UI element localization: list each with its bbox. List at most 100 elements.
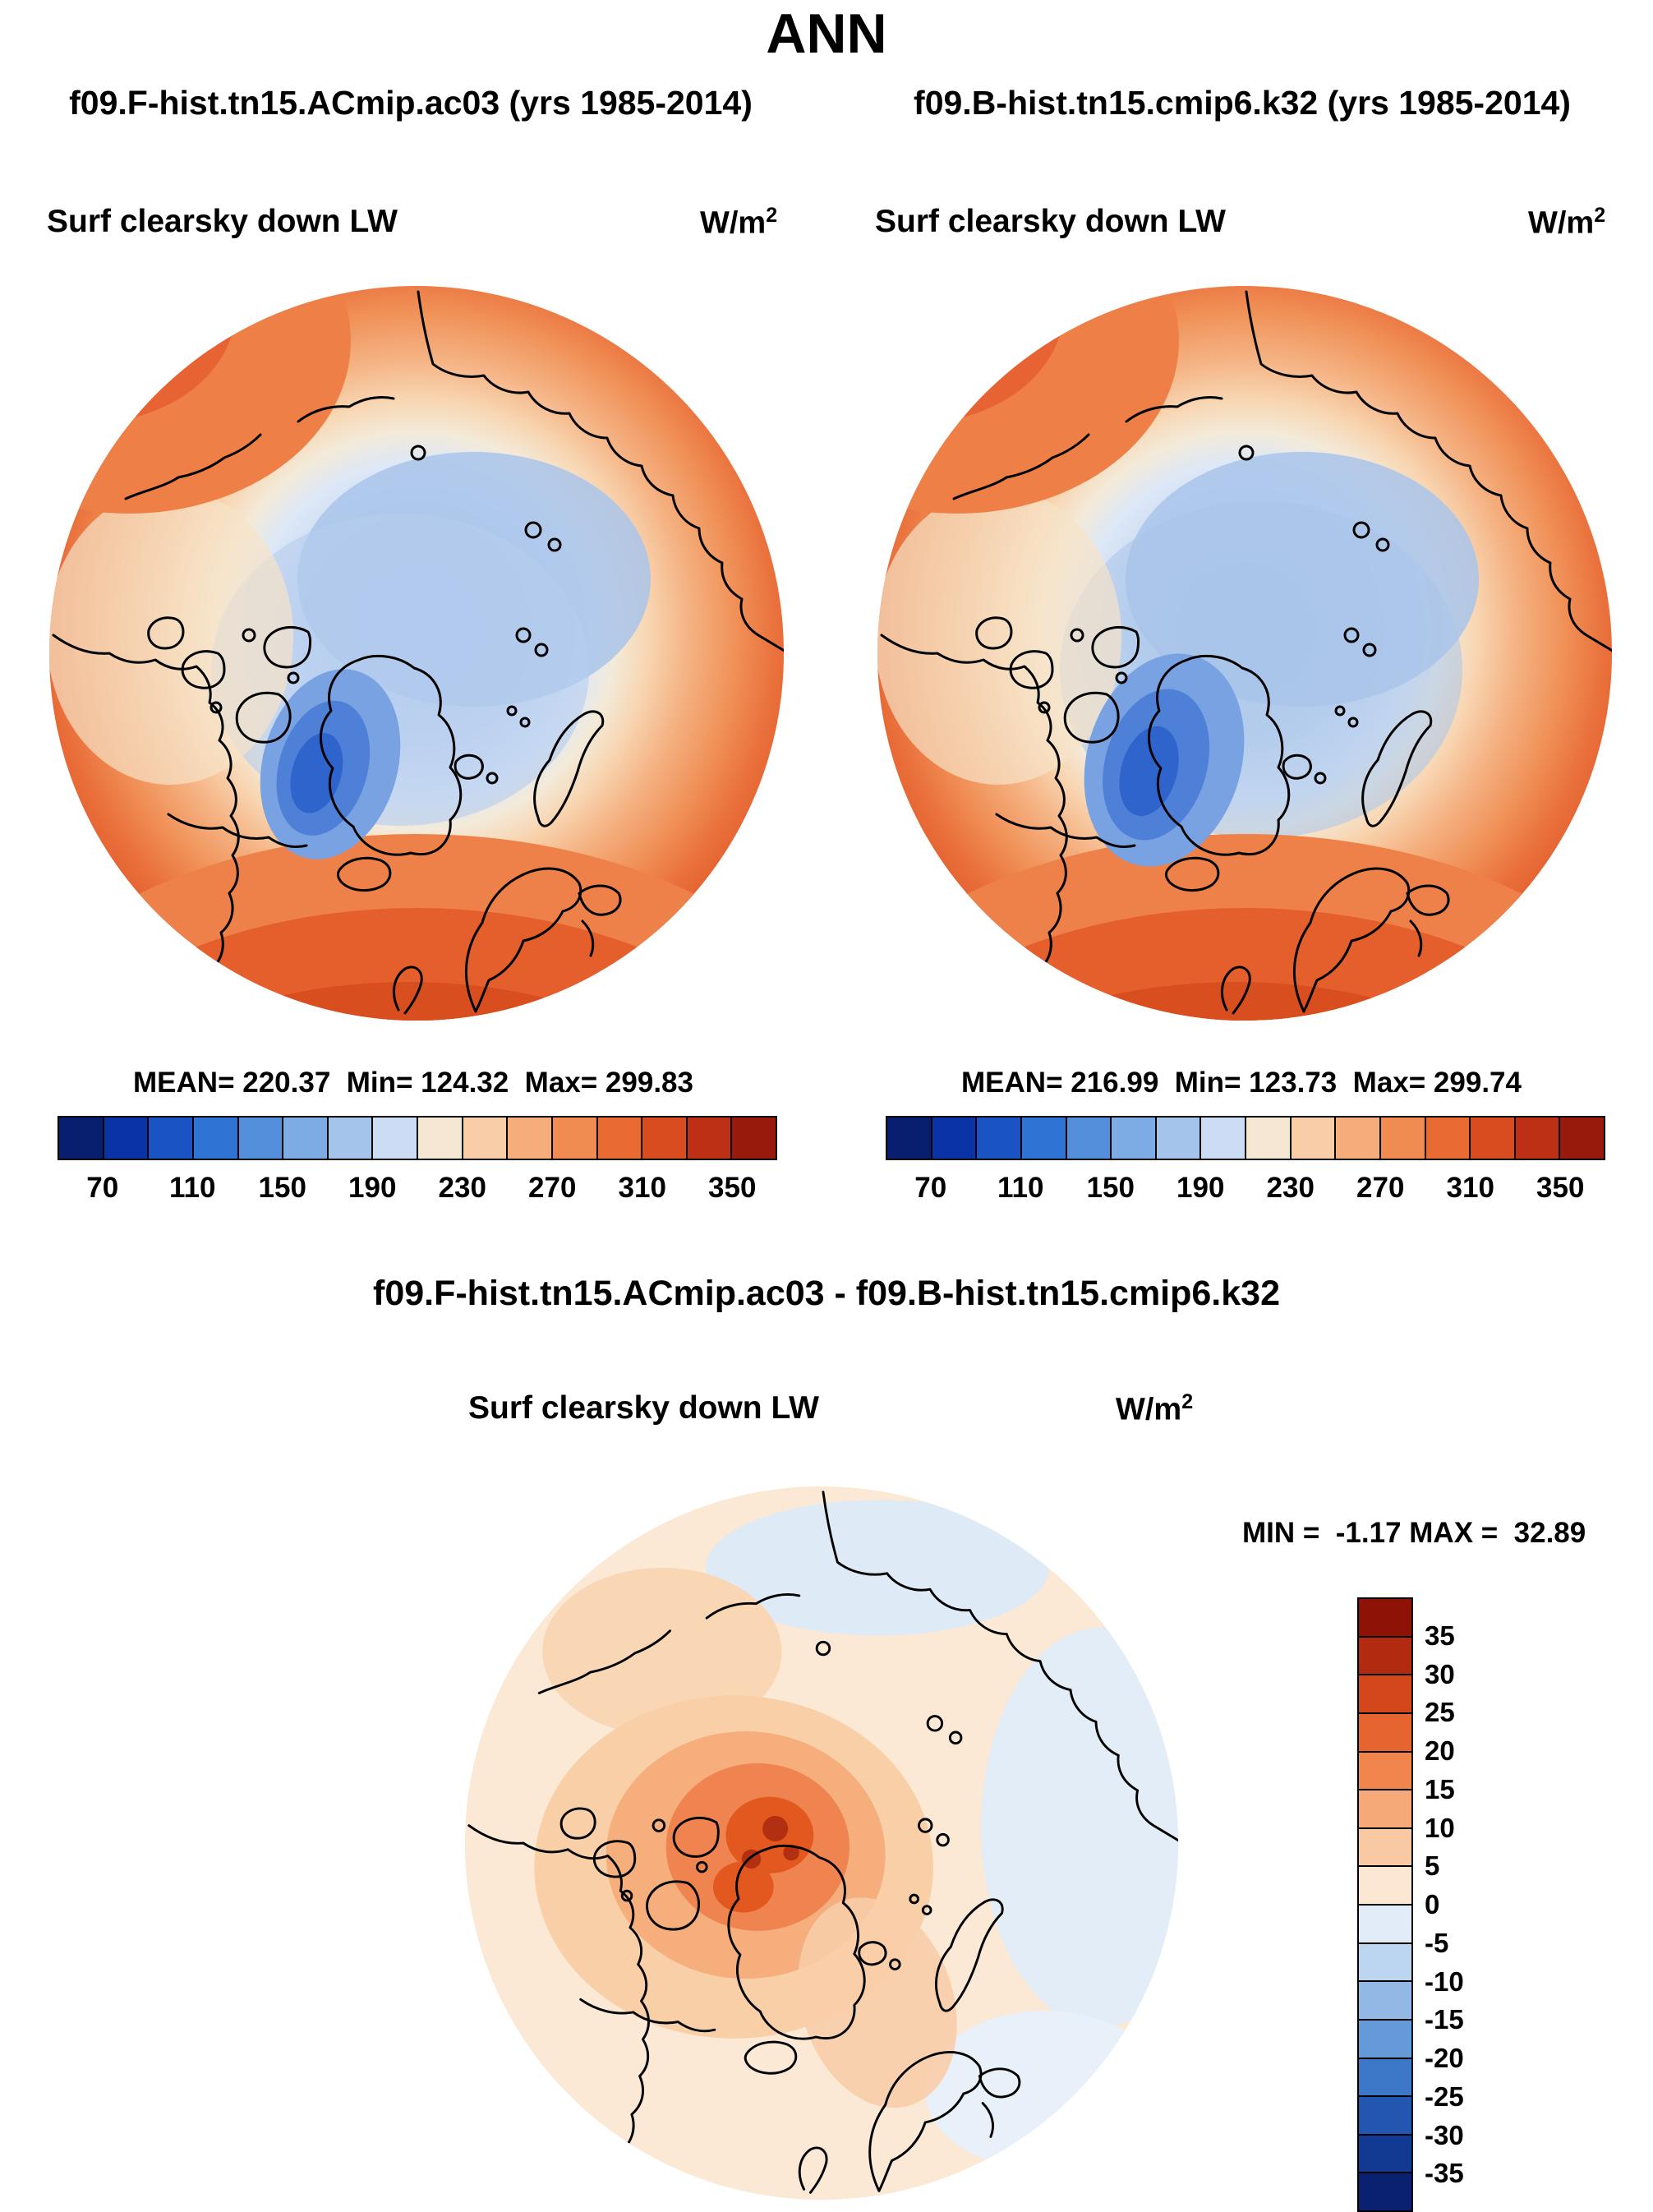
- baffin-low-region: [1084, 653, 1245, 867]
- field-label-right: Surf clearsky down LW: [875, 204, 1226, 239]
- colorbar-tick-label: 25: [1425, 1697, 1455, 1728]
- colorbar-segment: [932, 1118, 978, 1159]
- colorbar-tick-label: 35: [1425, 1620, 1455, 1651]
- colorbar-segment: [732, 1118, 776, 1159]
- colorbar-segment: [238, 1118, 284, 1159]
- colorbar-tick-label: 230: [1266, 1172, 1315, 1204]
- units-label-diff: W/m2: [1116, 1390, 1193, 1428]
- colorbar-segment: [283, 1118, 329, 1159]
- colorbar-segment: [149, 1118, 194, 1159]
- colorbar-tick-label: 15: [1425, 1773, 1455, 1804]
- colorbar-segment: [1359, 1790, 1411, 1829]
- colorbar-tick-label: 190: [1176, 1172, 1225, 1204]
- colorbar-segment: [1156, 1118, 1202, 1159]
- colorbar-tick-label: 70: [914, 1172, 947, 1204]
- units-exponent: 2: [1181, 1390, 1194, 1413]
- colorbar-segment: [597, 1118, 643, 1159]
- colorbar-segment: [887, 1118, 932, 1159]
- colorbar-segment: [1359, 2173, 1411, 2210]
- map-shading-left: [49, 286, 784, 1021]
- colorbar-segment: [1359, 2097, 1411, 2136]
- colorbar-tick-label: -5: [1425, 1927, 1449, 1958]
- colorbar-segment: [508, 1118, 553, 1159]
- colorbar-segment: [193, 1118, 239, 1159]
- colorbar-left-ticks: 70 110 150 190 230 270 310 350: [58, 1172, 777, 1208]
- colorbar-segment: [1359, 1867, 1411, 1906]
- colorbar-segment: [1201, 1118, 1246, 1159]
- units-base: W/m: [700, 205, 767, 241]
- colorbar-segment: [687, 1118, 733, 1159]
- polar-map-difference: [464, 1486, 1179, 2200]
- units-label-left: W/m2: [700, 204, 777, 242]
- units-base: W/m: [1528, 205, 1595, 241]
- colorbar-segment: [1246, 1118, 1292, 1159]
- colorbar-tick-label: -30: [1425, 2119, 1464, 2150]
- colorbar-segment: [1471, 1118, 1516, 1159]
- colorbar-left-bar: [58, 1116, 777, 1160]
- colorbar-left: 70 110 150 190 230 270 310 350: [58, 1116, 777, 1208]
- colorbar-segment: [1359, 2058, 1411, 2098]
- colorbar-tick-label: 310: [1446, 1172, 1494, 1204]
- colorbar-tick-label: 150: [258, 1172, 306, 1204]
- colorbar-segment: [328, 1118, 374, 1159]
- colorbar-segment: [1359, 1982, 1411, 2021]
- colorbar-segment: [1359, 1943, 1411, 1983]
- season-title: ANN: [766, 2, 887, 65]
- panel-left: Surf clearsky down LW W/m2: [0, 197, 826, 1224]
- field-label-diff: Surf clearsky down LW: [468, 1390, 819, 1426]
- colorbar-tick-label: 230: [438, 1172, 486, 1204]
- colorbar-segment: [1021, 1118, 1067, 1159]
- run-title-right: f09.B-hist.tn15.cmip6.k32 (yrs 1985-2014…: [914, 84, 1571, 122]
- colorbar-tick-label: 350: [708, 1172, 757, 1204]
- colorbar-tick-label: 150: [1086, 1172, 1135, 1204]
- colorbar-tick-label: 190: [348, 1172, 397, 1204]
- difference-colorbar-bar: [1357, 1597, 1413, 2212]
- colorbar-segment: [1066, 1118, 1112, 1159]
- map-shading-difference: [464, 1486, 1179, 2200]
- colorbar-segment: [1359, 1906, 1411, 1944]
- difference-title: f09.F-hist.tn15.ACmip.ac03 - f09.B-hist.…: [373, 1274, 1280, 1313]
- colorbar-segment: [1359, 1599, 1411, 1638]
- colorbar-tick-label: 0: [1425, 1889, 1440, 1919]
- colorbar-segment: [1359, 1713, 1411, 1753]
- panel-right: Surf clearsky down LW W/m2: [828, 197, 1653, 1224]
- difference-colorbar-ticks: 35 30 25 20 15 10 5 0 -5 -10 -15 -20 -25 -30 -35: [1425, 1597, 1523, 2212]
- units-exponent: 2: [766, 204, 778, 227]
- colorbar-tick-label: 70: [86, 1172, 119, 1204]
- colorbar-tick-label: 270: [528, 1172, 577, 1204]
- colorbar-segment: [977, 1118, 1022, 1159]
- colorbar-segment: [1359, 2020, 1411, 2059]
- units-label-right: W/m2: [1528, 204, 1605, 242]
- diff-minmax: MIN = -1.17 MAX = 32.89: [1242, 1517, 1586, 1549]
- colorbar-tick-label: -20: [1425, 2043, 1464, 2073]
- colorbar-tick-label: 110: [997, 1172, 1044, 1204]
- polar-map-left: [49, 286, 784, 1021]
- colorbar-segment: [1112, 1118, 1157, 1159]
- colorbar-tick-label: 30: [1425, 1658, 1455, 1689]
- colorbar-segment: [463, 1118, 509, 1159]
- colorbar-tick-label: -10: [1425, 1965, 1464, 1997]
- colorbar-right-ticks: 70 110 150 190 230 270 310 350: [886, 1172, 1605, 1208]
- colorbar-tick-label: 310: [618, 1172, 666, 1204]
- colorbar-segment: [1359, 1637, 1411, 1676]
- difference-colorbar: 35 30 25 20 15 10 5 0 -5 -10 -15 -20 -25 -30 -35: [1357, 1597, 1464, 2212]
- colorbar-segment: [104, 1118, 150, 1159]
- colorbar-tick-label: -15: [1425, 2004, 1464, 2035]
- colorbar-tick-label: -25: [1425, 2081, 1464, 2112]
- stats-right: MEAN= 216.99 Min= 123.73 Max= 299.74: [961, 1067, 1522, 1099]
- units-exponent: 2: [1594, 204, 1606, 227]
- colorbar-segment: [642, 1118, 688, 1159]
- colorbar-segment: [1560, 1118, 1604, 1159]
- colorbar-segment: [1359, 1675, 1411, 1714]
- colorbar-tick-label: -35: [1425, 2158, 1464, 2189]
- colorbar-segment: [418, 1118, 463, 1159]
- colorbar-segment: [59, 1118, 104, 1159]
- colorbar-tick-label: 5: [1425, 1850, 1440, 1882]
- colorbar-segment: [1359, 1828, 1411, 1868]
- colorbar-segment: [1359, 1752, 1411, 1791]
- colorbar-right: 70 110 150 190 230 270 310 350: [886, 1116, 1605, 1208]
- colorbar-segment: [1515, 1118, 1561, 1159]
- units-base: W/m: [1116, 1392, 1182, 1427]
- colorbar-right-bar: [886, 1116, 1605, 1160]
